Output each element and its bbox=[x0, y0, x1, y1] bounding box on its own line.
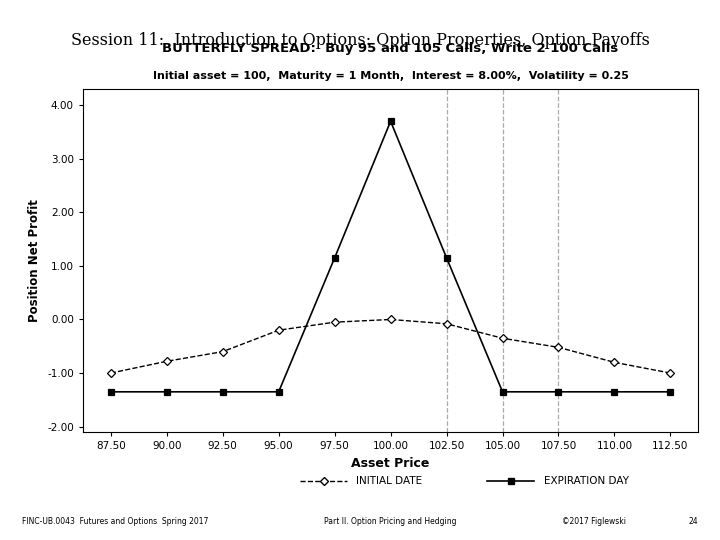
INITIAL DATE bbox=[330, 319, 339, 326]
Line: INITIAL DATE: INITIAL DATE bbox=[108, 316, 673, 376]
EXPIRATION DAY bbox=[610, 389, 618, 395]
INITIAL DATE bbox=[218, 348, 227, 355]
INITIAL DATE bbox=[442, 321, 451, 327]
Text: INITIAL DATE: INITIAL DATE bbox=[356, 476, 423, 485]
Text: 24: 24 bbox=[689, 517, 698, 526]
Text: Session 11:  Introduction to Options: Option Properties, Option Payoffs: Session 11: Introduction to Options: Opt… bbox=[71, 32, 649, 49]
EXPIRATION DAY bbox=[442, 255, 451, 261]
EXPIRATION DAY bbox=[163, 389, 171, 395]
Text: ©2017 Figlewski: ©2017 Figlewski bbox=[562, 517, 626, 526]
Text: Part II. Option Pricing and Hedging: Part II. Option Pricing and Hedging bbox=[324, 517, 456, 526]
INITIAL DATE bbox=[107, 370, 115, 376]
INITIAL DATE bbox=[666, 370, 675, 376]
EXPIRATION DAY bbox=[218, 389, 227, 395]
Text: EXPIRATION DAY: EXPIRATION DAY bbox=[544, 476, 629, 485]
Text: BUTTERFLY SPREAD:  Buy 95 and 105 Calls, Write 2 100 Calls: BUTTERFLY SPREAD: Buy 95 and 105 Calls, … bbox=[163, 42, 618, 55]
INITIAL DATE bbox=[554, 344, 563, 350]
INITIAL DATE bbox=[163, 358, 171, 365]
EXPIRATION DAY bbox=[274, 389, 283, 395]
Y-axis label: Position Net Profit: Position Net Profit bbox=[29, 199, 42, 322]
Line: EXPIRATION DAY: EXPIRATION DAY bbox=[108, 118, 673, 395]
EXPIRATION DAY bbox=[554, 389, 563, 395]
INITIAL DATE bbox=[610, 359, 618, 366]
EXPIRATION DAY bbox=[386, 118, 395, 125]
INITIAL DATE bbox=[498, 335, 507, 341]
INITIAL DATE bbox=[386, 316, 395, 323]
INITIAL DATE bbox=[274, 327, 283, 333]
EXPIRATION DAY bbox=[330, 255, 339, 261]
EXPIRATION DAY bbox=[107, 389, 115, 395]
X-axis label: Asset Price: Asset Price bbox=[351, 457, 430, 470]
EXPIRATION DAY bbox=[666, 389, 675, 395]
Text: Initial asset = 100,  Maturity = 1 Month,  Interest = 8.00%,  Volatility = 0.25: Initial asset = 100, Maturity = 1 Month,… bbox=[153, 71, 629, 80]
EXPIRATION DAY bbox=[498, 389, 507, 395]
Text: FINC-UB.0043  Futures and Options  Spring 2017: FINC-UB.0043 Futures and Options Spring … bbox=[22, 517, 208, 526]
